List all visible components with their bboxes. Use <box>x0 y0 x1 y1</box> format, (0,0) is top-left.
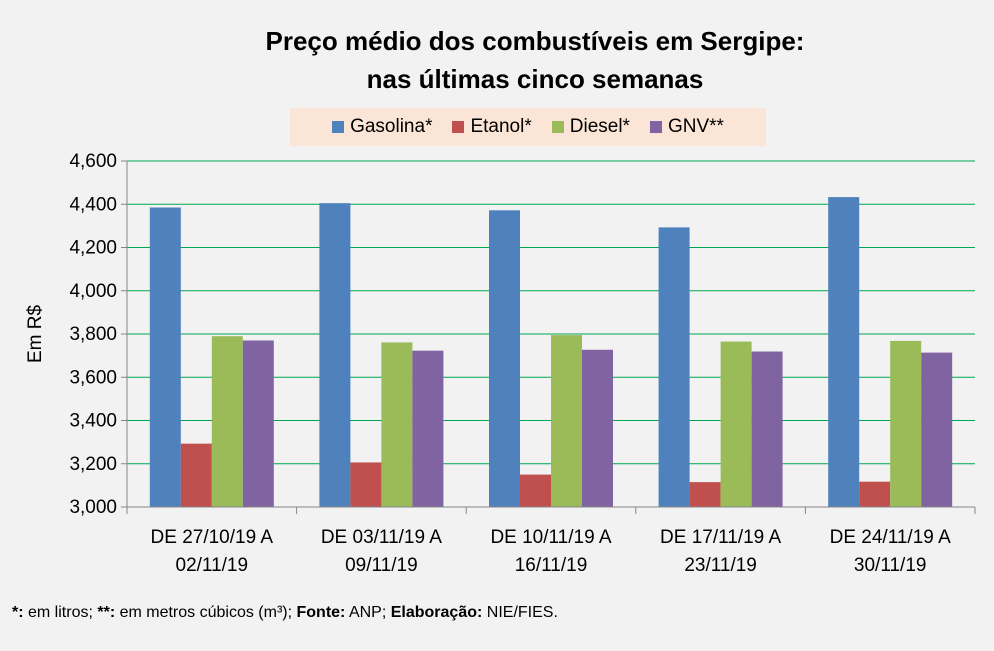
footnote-elab-text: NIE/FIES. <box>482 604 558 621</box>
chart-title-line-2: nas últimas cinco semanas <box>366 64 704 94</box>
footnote-fonte-label: Fonte: <box>296 604 346 621</box>
footnote-elab-label: Elaboração: <box>390 604 483 621</box>
bar-gnv-5 <box>921 352 953 507</box>
x-tick-label: 23/11/19 <box>684 555 757 576</box>
bar-etanol-5 <box>859 481 891 507</box>
legend-item-gasolina: Gasolina* <box>332 116 432 138</box>
chart-title: Preço médio dos combustíveis em Sergipe:… <box>0 22 994 98</box>
bar-gasolina-3 <box>489 210 520 507</box>
bar-etanol-1 <box>180 443 212 507</box>
x-tick-label: 30/11/19 <box>854 555 927 576</box>
x-tick-label: DE 24/11/19 A <box>830 527 951 548</box>
legend-label: Etanol* <box>470 116 532 137</box>
x-tick-label: DE 27/10/19 A <box>151 527 274 548</box>
bar-etanol-4 <box>689 482 721 507</box>
x-tick-label: DE 03/11/19 A <box>321 527 442 548</box>
legend-swatch <box>452 121 465 133</box>
bar-diesel-2 <box>381 342 413 507</box>
bar-gnv-1 <box>242 340 274 507</box>
y-tick-label: 4,200 <box>69 238 117 259</box>
bar-diesel-1 <box>211 336 243 507</box>
y-tick-label: 4,600 <box>69 151 117 172</box>
bar-diesel-5 <box>890 340 922 507</box>
footnote-fonte-text: ANP; <box>345 604 391 621</box>
bar-gasolina-2 <box>319 203 351 507</box>
chart-legend: Gasolina* Etanol* Diesel* GNV** <box>290 108 766 146</box>
bar-gnv-2 <box>412 350 444 507</box>
bar-diesel-3 <box>551 335 582 507</box>
y-tick-label: 3,000 <box>69 497 117 518</box>
footnote-litros-text: em litros; <box>23 604 98 621</box>
legend-item-gnv: GNV** <box>649 116 724 138</box>
y-tick-label: 3,800 <box>69 324 117 345</box>
bar-diesel-4 <box>720 341 752 507</box>
bar-etanol-3 <box>520 474 551 507</box>
x-tick-label: DE 10/11/19 A <box>490 527 611 548</box>
bar-gasolina-1 <box>149 207 181 507</box>
legend-swatch <box>649 121 662 133</box>
bar-gasolina-4 <box>658 227 690 508</box>
legend-label: Diesel* <box>569 116 630 137</box>
x-tick-label: 09/11/19 <box>345 555 418 576</box>
bar-chart-plot: 3,000 3,200 3,400 3,600 3,800 4,000 4,200 4,400… <box>25 151 976 576</box>
legend-item-etanol: Etanol* <box>452 116 532 138</box>
footnote: *: em litros; **: em metros cúbicos (m³)… <box>12 604 558 622</box>
y-tick-label: 4,400 <box>69 194 117 215</box>
y-axis-label: Em R$ <box>25 305 46 364</box>
x-tick-label: 02/11/19 <box>176 555 249 576</box>
y-tick-label: 3,400 <box>69 411 117 432</box>
chart-title-line-1: Preço médio dos combustíveis em Sergipe: <box>265 26 805 56</box>
legend-label: Gasolina* <box>350 116 433 137</box>
bar-etanol-2 <box>350 462 382 507</box>
footnote-metros-text: em metros cúbicos (m³); <box>115 604 297 621</box>
y-tick-label: 4,000 <box>69 281 117 302</box>
bar-gnv-3 <box>582 349 613 507</box>
bar-gnv-4 <box>751 351 783 507</box>
legend-label: GNV** <box>667 116 724 137</box>
legend-swatch <box>551 121 564 133</box>
x-tick-label: 16/11/19 <box>515 555 588 576</box>
legend-item-diesel: Diesel* <box>551 116 630 138</box>
footnote-metros-mark: **: <box>97 604 116 621</box>
y-tick-label: 3,200 <box>69 454 117 475</box>
y-tick-label: 3,600 <box>69 367 117 388</box>
legend-swatch <box>332 121 345 133</box>
bar-gasolina-5 <box>828 197 860 507</box>
footnote-litros-mark: *: <box>12 604 24 621</box>
x-tick-label: DE 17/11/19 A <box>660 527 781 548</box>
